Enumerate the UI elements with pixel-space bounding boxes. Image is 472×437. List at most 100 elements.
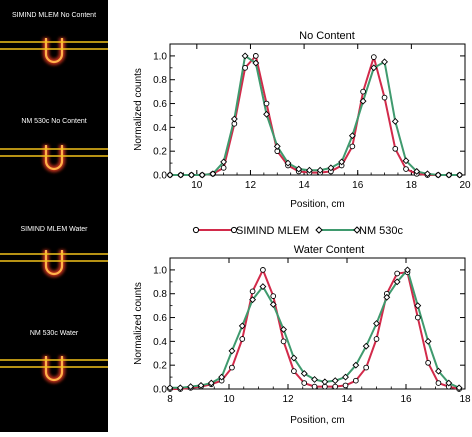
charts-area: No Content 10 12 14 16 18 20 0.0 0.2 0.4 0.6 0.8 1.… (108, 0, 472, 437)
data-point-diamond (209, 170, 217, 178)
data-point-diamond (381, 58, 388, 66)
data-point-diamond (342, 373, 349, 381)
y-tick-label: 1.0 (153, 265, 167, 276)
data-point-circle (301, 380, 308, 386)
data-point-diamond (197, 381, 205, 389)
data-point-diamond (352, 361, 360, 369)
data-point-diamond (348, 132, 356, 140)
data-point-diamond (241, 52, 249, 60)
x-tick-label: 20 (459, 180, 471, 191)
data-point-diamond (404, 266, 411, 274)
data-point-diamond (456, 171, 464, 179)
data-point-diamond (362, 342, 370, 350)
y-tick-label: 0.6 (153, 313, 167, 324)
x-tick-label: 10 (223, 394, 235, 405)
y-tick-label: 0.8 (153, 289, 167, 300)
data-point-diamond (338, 158, 346, 166)
phantom-image (0, 38, 108, 65)
plot-frame (169, 257, 466, 390)
y-tick-label: 0.2 (153, 361, 167, 372)
series-line-nm-530c (170, 54, 460, 176)
y-tick-label: 1.0 (153, 51, 167, 62)
data-point-circle (263, 100, 270, 107)
data-point-circle (360, 88, 366, 95)
chart-water-content: Water Content 8 10 12 14 16 18 0.0 0.2 0.4 0.6 0.8… (133, 244, 471, 426)
data-point-diamond (370, 64, 378, 72)
data-point-diamond (321, 378, 329, 386)
data-point-diamond (402, 157, 410, 165)
u-phantom-core (44, 38, 64, 64)
data-point-diamond (290, 354, 298, 362)
data-point-circle (342, 382, 349, 389)
data-point-diamond (187, 383, 195, 391)
image-label-nm530c-water: NM 530c Water (29, 330, 79, 337)
data-point-circle (363, 364, 370, 371)
data-point-circle (394, 270, 401, 277)
data-point-diamond (166, 171, 174, 179)
legend-marker-diamond (315, 226, 323, 234)
data-point-diamond (359, 97, 367, 105)
phantom-image (0, 145, 108, 172)
x-tick-label: 16 (352, 180, 364, 191)
legend-marker-diamond (353, 226, 361, 234)
data-point-diamond (220, 158, 228, 166)
y-tick-label: 0.4 (153, 337, 167, 348)
data-point-diamond (331, 377, 339, 385)
data-point-diamond (445, 171, 453, 179)
y-tick-label: 0.4 (153, 123, 167, 134)
image-label-simind-water: SIMIND MLEM Water (20, 226, 88, 233)
data-point-diamond (259, 283, 267, 291)
u-phantom-core (44, 250, 64, 276)
image-label-simind-no-content: SIMIND MLEM No Content (11, 12, 97, 19)
data-point-diamond (252, 59, 260, 67)
data-point-diamond (391, 117, 399, 125)
data-point-circle (373, 336, 380, 342)
data-point-diamond (414, 302, 422, 310)
data-point-circle (239, 336, 246, 342)
data-point-diamond (263, 110, 270, 118)
data-point-diamond (383, 293, 391, 301)
y-tick-label: 0.0 (153, 171, 167, 182)
data-point-diamond (455, 384, 463, 392)
data-point-diamond (207, 379, 215, 387)
data-point-circle (425, 359, 431, 366)
data-point-diamond (435, 367, 442, 375)
data-point-circle (414, 314, 421, 321)
data-point-diamond (176, 384, 184, 392)
data-point-diamond (269, 301, 277, 308)
data-point-circle (403, 166, 409, 172)
data-point-diamond (434, 171, 442, 179)
data-point-circle (435, 380, 442, 386)
y-tick-label: 0.6 (153, 99, 167, 110)
x-tick-label: 14 (299, 180, 311, 191)
data-point-diamond (188, 171, 195, 179)
data-point-circle (392, 145, 399, 152)
image-label-nm530c-no-content: NM 530c No Content (21, 118, 87, 125)
data-point-diamond (413, 167, 421, 175)
data-point-diamond (393, 278, 401, 286)
data-point-diamond (230, 115, 238, 123)
data-point-diamond (445, 379, 453, 387)
y-tick-label: 0.0 (153, 385, 167, 396)
data-point-circle (370, 54, 377, 60)
phantom-image (0, 356, 108, 383)
data-point-diamond (300, 370, 308, 377)
image-strip-panel: SIMIND MLEM No Content NM 530c No Conten… (0, 0, 108, 432)
legend-marker-circle (192, 226, 200, 234)
data-point-diamond (166, 384, 174, 392)
data-point-circle (249, 288, 256, 295)
data-point-diamond (228, 347, 236, 355)
x-axis-label: Position, cm (290, 415, 344, 426)
data-point-diamond (284, 159, 292, 167)
data-point-diamond (177, 171, 185, 179)
data-point-circle (349, 143, 356, 150)
chart-title: No Content (299, 30, 355, 42)
y-axis-label: Normalized counts (133, 68, 144, 151)
data-point-diamond (316, 166, 324, 174)
data-point-circle (353, 377, 359, 384)
series-line-simind-mlem (170, 268, 460, 390)
data-point-diamond (373, 320, 380, 327)
x-tick-label: 18 (406, 180, 418, 191)
x-tick-label: 8 (167, 394, 173, 405)
data-point-circle (242, 64, 248, 71)
